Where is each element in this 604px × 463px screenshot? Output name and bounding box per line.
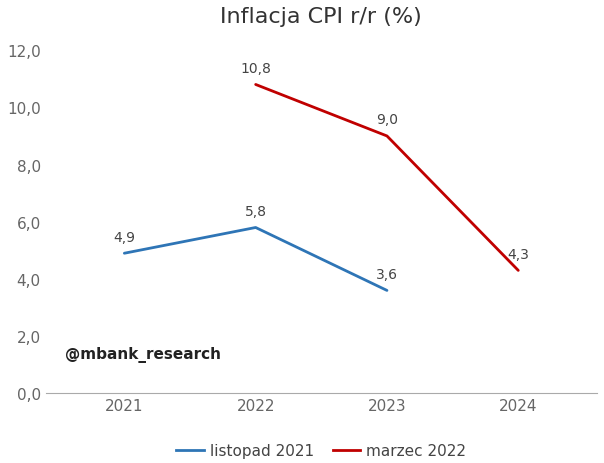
Text: 3,6: 3,6	[376, 267, 398, 281]
marzec 2022	[384, 134, 391, 139]
Line: listopad 2021: listopad 2021	[124, 228, 387, 291]
Text: 5,8: 5,8	[245, 204, 266, 218]
Text: 10,8: 10,8	[240, 62, 271, 75]
marzec 2022	[515, 268, 522, 274]
listopad 2021	[121, 251, 128, 257]
Text: @mbank_research: @mbank_research	[65, 346, 221, 362]
listopad 2021	[252, 225, 259, 231]
Text: 4,9: 4,9	[114, 230, 135, 244]
Title: Inflacja CPI r/r (%): Inflacja CPI r/r (%)	[220, 7, 422, 27]
Line: marzec 2022: marzec 2022	[255, 85, 518, 271]
Text: 9,0: 9,0	[376, 113, 398, 127]
listopad 2021	[384, 288, 391, 294]
Legend: listopad 2021, marzec 2022: listopad 2021, marzec 2022	[170, 437, 472, 463]
marzec 2022	[252, 82, 259, 88]
Text: 4,3: 4,3	[507, 247, 529, 261]
